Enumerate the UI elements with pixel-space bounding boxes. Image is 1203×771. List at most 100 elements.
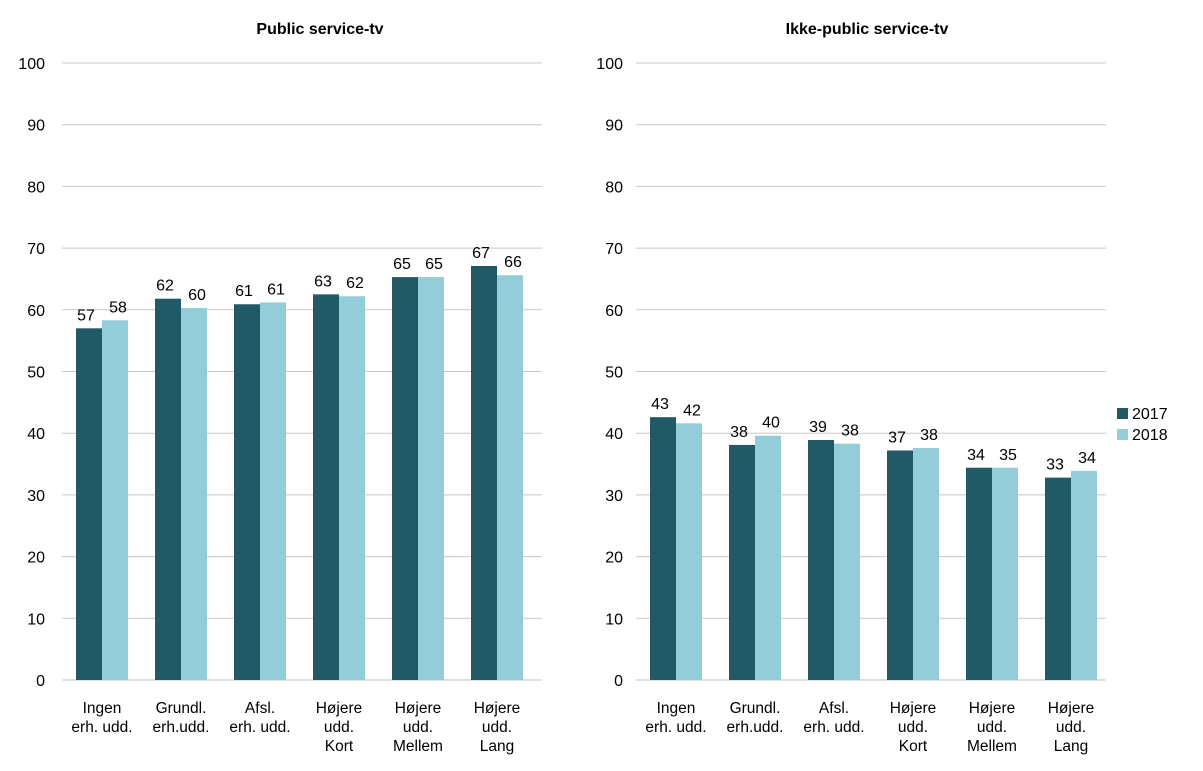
bar-2017 (887, 450, 913, 680)
y-tick-label: 80 (27, 179, 45, 196)
data-label: 33 (1046, 457, 1064, 474)
data-label: 37 (888, 429, 906, 446)
bar-2018 (834, 443, 860, 680)
y-tick-label: 0 (36, 673, 45, 690)
category-label-line: udd. (977, 719, 1007, 736)
category-label-line: Afsl. (819, 700, 849, 717)
category-label-line: Højere (1048, 700, 1095, 717)
data-label: 65 (425, 256, 443, 273)
data-label: 38 (920, 427, 938, 444)
y-tick-label: 10 (27, 611, 45, 628)
data-label: 62 (156, 278, 174, 295)
data-label: 34 (967, 447, 985, 464)
chart-title: Public service-tv (256, 21, 383, 38)
data-label: 67 (472, 245, 490, 262)
category-label: Ingen erh. udd. (645, 700, 706, 736)
category-label-line: udd. (482, 719, 512, 736)
data-label: 38 (730, 424, 748, 441)
legend-label: 2018 (1132, 427, 1168, 444)
bar-2017 (729, 444, 755, 680)
category-label-line: Lang (480, 738, 514, 755)
bar-2018 (913, 448, 939, 680)
bar-2017 (313, 294, 339, 680)
bar-2018 (181, 307, 207, 680)
y-tick-label: 10 (605, 611, 623, 628)
category-label-line: Ingen (83, 700, 122, 717)
category-label-line: Højere (890, 700, 937, 717)
category-label-line: Højere (969, 700, 1016, 717)
bar-2017 (234, 304, 260, 680)
data-label: 61 (235, 283, 253, 300)
y-tick-label: 50 (605, 365, 623, 382)
category-label: Grundl. erh.udd. (727, 700, 784, 736)
category-label-line: Afsl. (245, 700, 275, 717)
y-tick-label: 40 (605, 426, 623, 443)
legend-swatch (1117, 429, 1128, 440)
data-label: 34 (1078, 450, 1096, 467)
bar-2017 (650, 417, 676, 680)
bar-2018 (992, 467, 1018, 680)
data-label: 66 (504, 254, 522, 271)
bar-2017 (966, 467, 992, 680)
category-label-line: udd. (324, 719, 354, 736)
y-tick-label: 0 (614, 673, 623, 690)
category-label-line: erh.udd. (727, 719, 784, 736)
category-label: Afsl. erh. udd. (229, 700, 290, 736)
y-tick-label: 70 (605, 241, 623, 258)
category-label: Højere udd. Lang (1048, 700, 1095, 755)
data-label: 39 (809, 419, 827, 436)
data-label: 35 (999, 447, 1017, 464)
category-label: Grundl. erh.udd. (153, 700, 210, 736)
bar-2018 (260, 302, 286, 680)
y-tick-label: 80 (605, 179, 623, 196)
bar-2017 (155, 298, 181, 680)
category-label-line: Grundl. (730, 700, 781, 717)
category-label-line: Grundl. (156, 700, 207, 717)
y-tick-label: 90 (605, 118, 623, 135)
y-tick-label: 30 (27, 488, 45, 505)
bar-2018 (1071, 470, 1097, 680)
category-label-line: Lang (1054, 738, 1088, 755)
data-label: 63 (314, 273, 332, 290)
y-tick-label: 20 (27, 550, 45, 567)
category-label-line: erh. udd. (645, 719, 706, 736)
category-label: Højere udd. Lang (474, 700, 521, 755)
category-label: Højere udd. Kort (890, 700, 937, 755)
y-tick-label: 90 (27, 118, 45, 135)
bar-2017 (76, 328, 102, 680)
category-label: Højere udd. Mellem (393, 700, 443, 755)
category-label-line: erh. udd. (229, 719, 290, 736)
bar-2018 (339, 296, 365, 680)
category-label-line: Højere (474, 700, 521, 717)
y-tick-label: 60 (27, 303, 45, 320)
data-label: 60 (188, 287, 206, 304)
data-label: 58 (109, 299, 127, 316)
data-label: 61 (267, 281, 285, 298)
y-tick-label: 70 (27, 241, 45, 258)
category-label-line: udd. (403, 719, 433, 736)
category-label-line: Mellem (393, 738, 443, 755)
y-tick-label: 100 (18, 56, 45, 73)
data-label: 65 (393, 256, 411, 273)
category-label: Højere udd. Mellem (967, 700, 1017, 755)
category-label: Afsl. erh. udd. (803, 700, 864, 736)
bar-2017 (1045, 477, 1071, 680)
category-label: Højere udd. Kort (316, 700, 363, 755)
category-label-line: erh. udd. (71, 719, 132, 736)
bar-2017 (392, 277, 418, 680)
category-label-line: Mellem (967, 738, 1017, 755)
y-tick-label: 40 (27, 426, 45, 443)
category-label-line: Kort (325, 738, 354, 755)
bar-2017 (808, 439, 834, 680)
category-label: Ingen erh. udd. (71, 700, 132, 736)
category-label-line: Højere (395, 700, 442, 717)
category-label-line: Ingen (657, 700, 696, 717)
data-label: 40 (762, 415, 780, 432)
y-tick-label: 30 (605, 488, 623, 505)
bar-2017 (471, 265, 497, 680)
data-label: 43 (651, 396, 669, 413)
data-label: 62 (346, 275, 364, 292)
category-label-line: udd. (1056, 719, 1086, 736)
category-label-line: erh.udd. (153, 719, 210, 736)
legend-swatch (1117, 408, 1128, 419)
